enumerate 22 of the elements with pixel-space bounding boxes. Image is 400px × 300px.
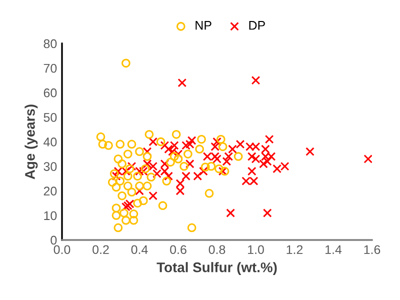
x-tick-label: 1.0 xyxy=(248,245,264,254)
x-tick-label: 0.6 xyxy=(170,245,186,254)
x-tick-label: 1.6 xyxy=(364,245,380,254)
legend-label: NP xyxy=(196,21,212,30)
x-tick-label: 0.4 xyxy=(131,245,148,254)
y-tick-label: 70 xyxy=(44,64,57,73)
x-axis-title: Total Sulfur (wt.%) xyxy=(156,262,277,276)
y-axis-title: Age (years) xyxy=(24,104,38,180)
x-tick-label: 1.2 xyxy=(286,245,303,254)
x-tick-label: 1.4 xyxy=(326,245,342,254)
x-tick-label: 0.0 xyxy=(54,245,70,254)
y-tick-label: 60 xyxy=(44,88,57,98)
y-tick-label: 10 xyxy=(44,211,57,220)
y-tick-label: 50 xyxy=(44,112,57,122)
y-tick-label: 20 xyxy=(44,186,57,196)
x-tick-label: 0.8 xyxy=(208,245,226,254)
legend-label: DP xyxy=(249,21,265,30)
y-tick-label: 30 xyxy=(44,162,57,171)
y-tick-label: 0 xyxy=(50,236,57,245)
y-tick-label: 40 xyxy=(44,138,57,146)
y-tick-label: 80 xyxy=(44,39,57,48)
x-tick-label: 0.2 xyxy=(92,245,109,254)
